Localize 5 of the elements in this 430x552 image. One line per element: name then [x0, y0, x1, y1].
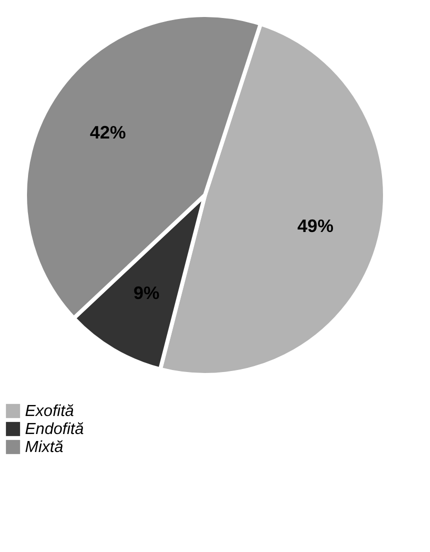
legend-label: Exofită	[25, 403, 74, 420]
legend-label: Mixtă	[25, 439, 64, 456]
data-label: 49%	[297, 216, 334, 236]
legend-label: Endofită	[25, 421, 84, 438]
data-label: 42%	[90, 122, 126, 142]
